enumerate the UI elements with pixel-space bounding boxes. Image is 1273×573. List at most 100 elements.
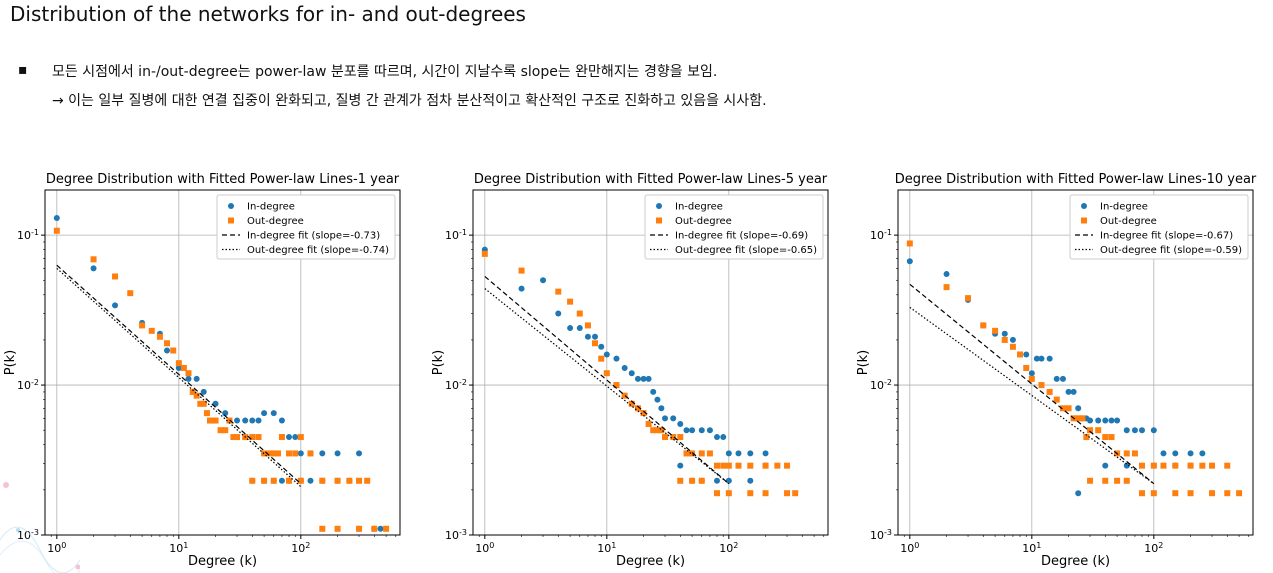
out-degree-point — [278, 434, 285, 441]
x-tick-label: 101 — [1022, 541, 1041, 556]
legend-label: In-degree fit (slope=-0.73) — [247, 231, 380, 242]
in-degree-point — [1172, 450, 1179, 457]
in-degree-point — [1059, 375, 1066, 382]
out-degree-point — [1102, 477, 1109, 484]
legend-label: Out-degree — [247, 216, 304, 227]
out-degree-point — [53, 227, 60, 234]
out-degree-point — [784, 462, 791, 469]
in-degree-point — [943, 271, 950, 278]
out-degree-point — [1131, 450, 1138, 457]
out-degree-point — [555, 288, 562, 295]
x-tick-label: 101 — [597, 541, 616, 556]
out-degree-point — [735, 462, 742, 469]
in-degree-point — [1114, 417, 1121, 424]
out-degree-fit-line — [484, 288, 730, 485]
out-degree-point — [319, 477, 326, 484]
in-degree-point — [261, 410, 268, 417]
out-degree-point — [383, 525, 390, 532]
out-degree-point — [307, 450, 314, 457]
out-degree-point — [249, 477, 256, 484]
out-degree-point — [567, 298, 574, 305]
out-degree-point — [1087, 427, 1094, 434]
in-degree-point — [1046, 355, 1053, 362]
y-axis-label: P(k) — [3, 350, 18, 376]
out-degree-point — [270, 477, 277, 484]
in-degree-point — [1075, 490, 1082, 497]
chart-1-svg: Degree Distribution with Fitted Power-la… — [3, 172, 401, 569]
out-degree-point — [180, 364, 187, 371]
out-degree-point — [297, 477, 304, 484]
out-degree-point — [965, 295, 972, 302]
out-degree-point — [784, 490, 791, 497]
out-degree-point — [234, 434, 241, 441]
in-degree-fit-line — [56, 264, 302, 485]
out-degree-point — [943, 284, 950, 291]
x-axis-label: Degree (k) — [616, 554, 685, 569]
slide-title: Distribution of the networks for in- and… — [10, 2, 526, 26]
out-degree-point — [164, 340, 171, 347]
out-degree-point — [261, 477, 268, 484]
in-degree-point — [1028, 370, 1035, 377]
in-degree-point — [698, 427, 705, 434]
in-degree-point — [640, 375, 647, 382]
in-degree-point — [185, 375, 192, 382]
legend-box — [216, 194, 396, 260]
in-degree-point — [249, 417, 256, 424]
out-degree-point — [292, 450, 299, 457]
in-degree-fit-line — [909, 283, 1155, 485]
legend-out-marker — [1081, 217, 1087, 224]
out-degree-point — [774, 462, 781, 469]
y-tick-label: 10-3 — [870, 528, 892, 543]
out-degree-point — [1046, 388, 1053, 395]
out-degree-point — [90, 256, 97, 263]
in-degree-point — [621, 364, 628, 371]
out-degree-point — [1017, 351, 1024, 358]
out-degree-point — [1001, 336, 1008, 343]
out-degree-point — [1038, 382, 1045, 389]
in-degree-point — [1070, 388, 1077, 395]
x-tick-label: 102 — [719, 541, 738, 556]
out-degree-point — [217, 427, 224, 434]
in-degree-fit-line — [484, 276, 730, 485]
in-degree-point — [762, 450, 769, 457]
in-degree-point — [278, 477, 285, 484]
legend-label: In-degree fit (slope=-0.67) — [1100, 231, 1233, 242]
out-degree-point — [747, 490, 754, 497]
out-degree-point — [1028, 375, 1035, 382]
out-degree-point — [689, 477, 696, 484]
out-degree-point — [992, 327, 999, 334]
in-degree-point — [255, 417, 262, 424]
out-degree-point — [714, 490, 721, 497]
out-degree-point — [698, 450, 705, 457]
in-degree-point — [112, 302, 119, 309]
y-tick-label: 10-1 — [870, 228, 892, 243]
out-degree-point — [185, 370, 192, 377]
out-degree-point — [1150, 462, 1157, 469]
out-degree-point — [658, 427, 665, 434]
y-tick-label: 10-1 — [445, 228, 467, 243]
out-degree-point — [1139, 490, 1146, 497]
out-degree-point — [274, 450, 281, 457]
out-degree-point — [364, 477, 371, 484]
in-degree-point — [567, 325, 574, 332]
out-degree-point — [193, 392, 200, 399]
x-axis-label: Degree (k) — [1041, 554, 1110, 569]
in-degree-point — [628, 370, 635, 377]
in-degree-point — [1108, 417, 1115, 424]
in-degree-point — [540, 277, 547, 284]
out-degree-point — [255, 434, 262, 441]
out-degree-point — [1224, 490, 1231, 497]
in-degree-point — [242, 417, 249, 424]
out-degree-point — [189, 388, 196, 395]
y-axis-label: P(k) — [856, 350, 871, 376]
plot-frame — [472, 189, 829, 536]
out-degree-point — [197, 400, 204, 407]
in-degree-point — [670, 415, 677, 422]
out-degree-point — [249, 434, 256, 441]
x-tick-label: 100 — [47, 541, 66, 556]
out-degree-point — [139, 322, 146, 329]
out-degree-point — [670, 434, 677, 441]
in-degree-point — [175, 364, 182, 371]
chart-1-year: Degree Distribution with Fitted Power-la… — [0, 165, 420, 573]
in-degree-point — [906, 258, 913, 265]
